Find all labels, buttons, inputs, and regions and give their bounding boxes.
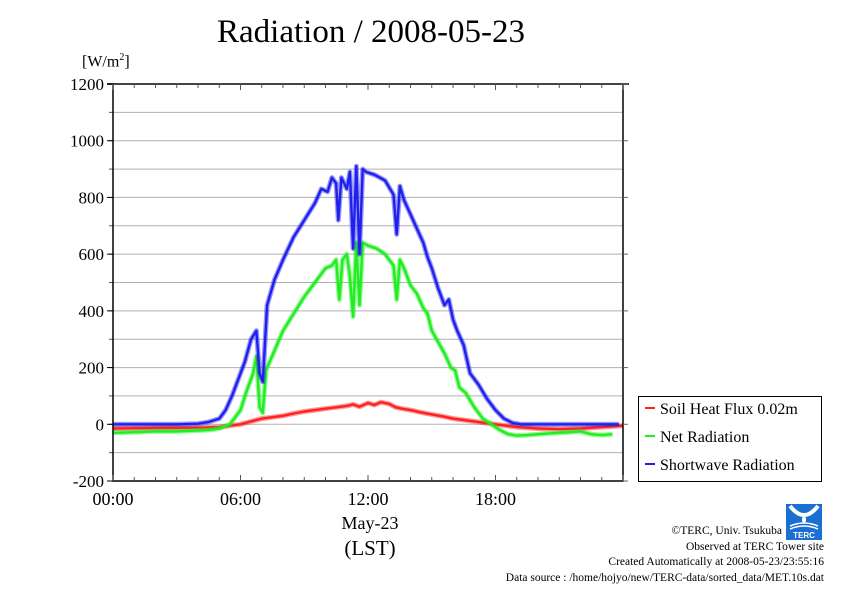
series-group [112, 163, 624, 439]
y-tick-label: 1000 [70, 132, 104, 151]
chart-title: Radiation / 2008-05-23 [217, 14, 525, 50]
legend-item-net-radiation: Net Radiation [645, 429, 749, 447]
x-tick-label: 06:00 [220, 489, 261, 509]
footer-observed: Observed at TERC Tower site [685, 541, 824, 553]
legend-label: Net Radiation [660, 429, 750, 446]
y-axis-unit: [W/m2] [82, 52, 130, 71]
y-tick-label: 600 [79, 245, 105, 264]
series-line-shortwave-radiation [113, 164, 619, 426]
series-halo [113, 163, 619, 427]
legend-swatch-soil [645, 407, 655, 410]
y-tick-label: 1200 [70, 75, 104, 94]
y-tick-label: 800 [79, 188, 105, 207]
legend-swatch-shortwave [645, 463, 655, 466]
tick-labels: -200 0 200 400 600 800 1000 1200 00:00 06:00 12:00… [70, 75, 516, 509]
legend-label: Shortwave Radiation [660, 457, 795, 474]
footer-created: Created Automatically at 2008-05-23/23:5… [608, 556, 824, 568]
x-axis-label: May-23 [341, 513, 399, 533]
x-tick-label: 00:00 [92, 489, 133, 509]
legend: Soil Heat Flux 0.02m Net Radiation Short… [638, 396, 822, 482]
legend-label: Soil Heat Flux 0.02m [660, 401, 798, 418]
y-axis-unit-base: [W/m [82, 53, 120, 71]
legend-item-soil-heat-flux: Soil Heat Flux 0.02m [645, 401, 798, 419]
y-axis-unit-sup: 2 [119, 52, 125, 63]
x-axis-label-lst: (LST) [344, 536, 396, 560]
series-line-soil-heat-flux-0-02m [112, 401, 624, 431]
legend-item-shortwave: Shortwave Radiation [645, 457, 795, 475]
footer-source: Data source : /home/hojyo/new/TERC-data/… [505, 572, 824, 584]
grid-lines [113, 111, 623, 454]
y-tick-label: -200 [73, 472, 104, 491]
y-tick-label: 200 [79, 359, 105, 378]
x-tick-label: 18:00 [475, 489, 516, 509]
series-line-net-radiation [112, 241, 613, 437]
legend-swatch-net [645, 435, 655, 438]
footer-copyright: ©TERC, Univ. Tsukuba [671, 525, 782, 537]
y-axis-unit-close: ] [124, 53, 130, 71]
y-tick-label: 400 [79, 302, 105, 321]
x-tick-label: 12:00 [347, 489, 388, 509]
y-tick-label: 0 [96, 415, 105, 434]
logo-text: TERC [793, 531, 815, 540]
terc-logo: TERC [786, 504, 822, 540]
axes-group [107, 83, 629, 482]
